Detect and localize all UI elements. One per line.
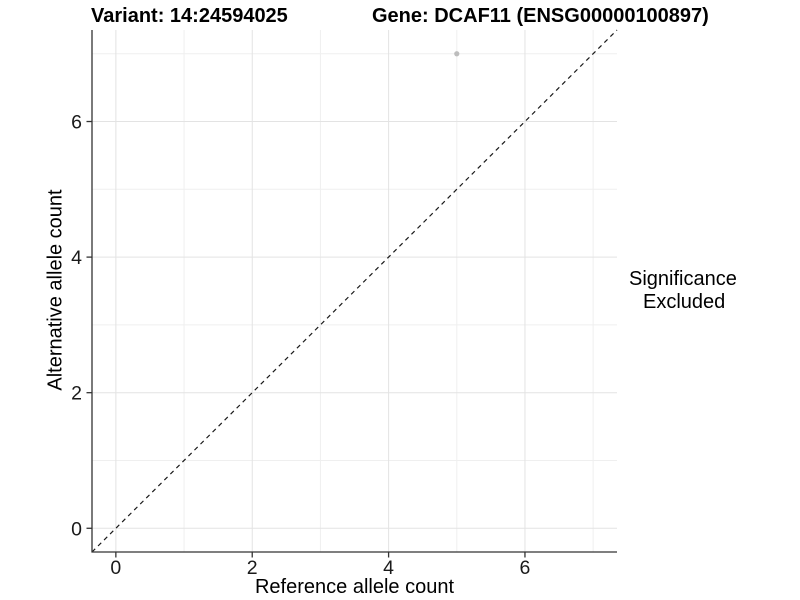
plot-title-variant: Variant: 14:24594025 <box>91 5 288 27</box>
legend: Significance Excluded <box>629 268 737 314</box>
legend-title: Significance <box>629 268 737 290</box>
plot-title-gene: Gene: DCAF11 (ENSG00000100897) <box>372 5 709 27</box>
x-tick-label: 0 <box>110 557 121 579</box>
identity-dashed-line <box>91 29 618 553</box>
y-tick-label: 0 <box>71 518 82 540</box>
legend-point-icon <box>629 299 637 307</box>
x-axis-label: Reference allele count <box>254 576 454 598</box>
data-point-excluded <box>454 51 460 57</box>
y-tick-label: 6 <box>71 112 82 134</box>
y-axis-label: Alternative allele count <box>44 189 67 391</box>
y-tick-label: 2 <box>71 383 82 405</box>
legend-item-label: Excluded <box>643 291 726 313</box>
y-tick-label: 4 <box>71 247 82 269</box>
x-tick-label: 4 <box>383 557 394 579</box>
legend-item-excluded: Excluded <box>629 291 737 314</box>
x-tick-label: 6 <box>520 557 531 579</box>
x-tick-label: 2 <box>247 557 258 579</box>
